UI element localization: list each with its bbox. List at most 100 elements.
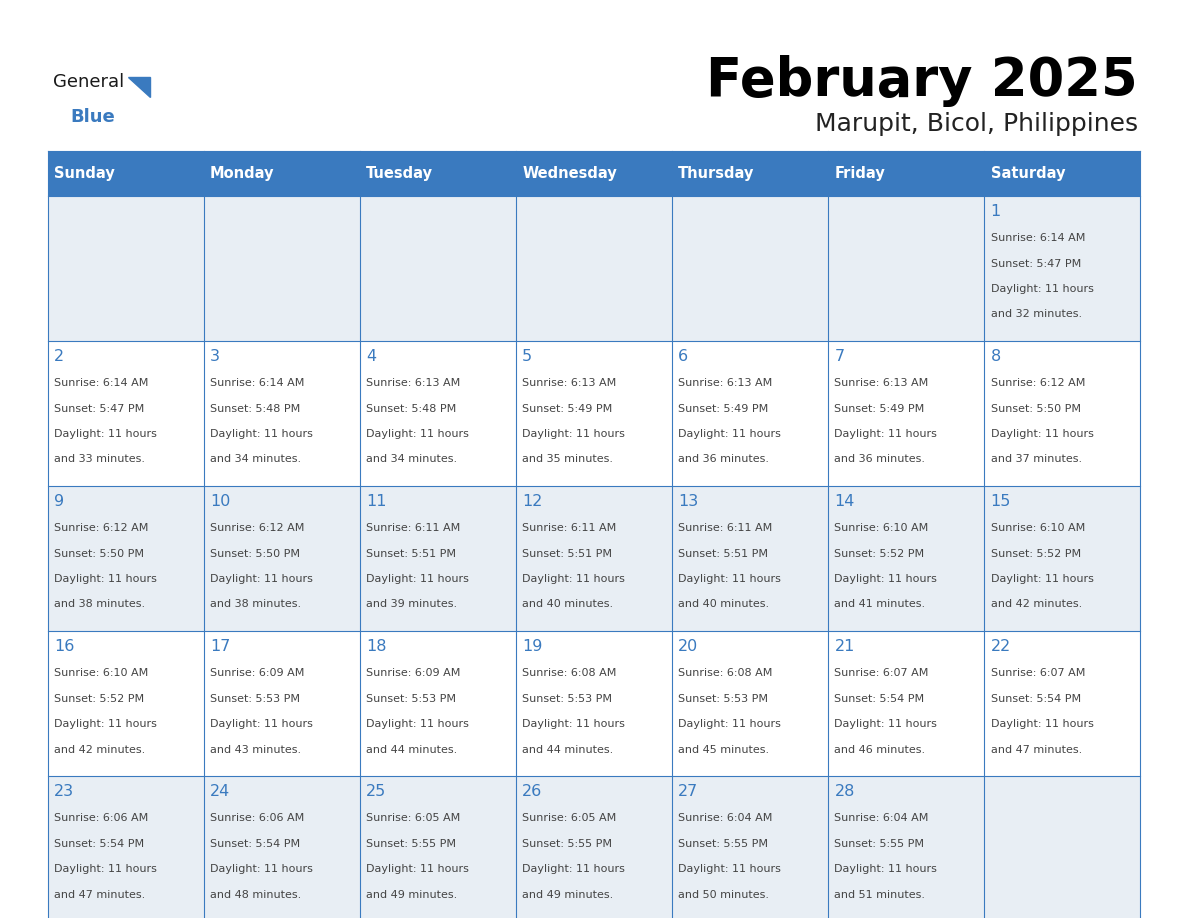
Text: Monday: Monday — [210, 166, 274, 181]
Text: and 46 minutes.: and 46 minutes. — [834, 744, 925, 755]
Text: 1: 1 — [991, 204, 1000, 219]
Bar — [672, 341, 828, 486]
Text: Daylight: 11 hours: Daylight: 11 hours — [366, 864, 469, 874]
Text: and 41 minutes.: and 41 minutes. — [834, 599, 925, 610]
Text: Sunset: 5:49 PM: Sunset: 5:49 PM — [834, 404, 924, 414]
Text: Marupit, Bicol, Philippines: Marupit, Bicol, Philippines — [815, 112, 1138, 136]
Text: Sunrise: 6:05 AM: Sunrise: 6:05 AM — [366, 813, 460, 823]
Bar — [360, 631, 516, 776]
Text: Daylight: 11 hours: Daylight: 11 hours — [678, 864, 782, 874]
Text: and 42 minutes.: and 42 minutes. — [53, 744, 145, 755]
Text: 9: 9 — [53, 494, 64, 509]
Text: 17: 17 — [210, 639, 230, 655]
Bar — [48, 341, 203, 486]
Text: Sunset: 5:51 PM: Sunset: 5:51 PM — [366, 549, 456, 559]
Text: Sunset: 5:55 PM: Sunset: 5:55 PM — [366, 839, 456, 849]
Text: Sunset: 5:51 PM: Sunset: 5:51 PM — [678, 549, 769, 559]
Text: Sunset: 5:55 PM: Sunset: 5:55 PM — [678, 839, 769, 849]
Text: Daylight: 11 hours: Daylight: 11 hours — [834, 574, 937, 584]
Text: Sunrise: 6:12 AM: Sunrise: 6:12 AM — [991, 378, 1085, 388]
Bar — [360, 776, 516, 918]
Text: 19: 19 — [523, 639, 543, 655]
Bar — [516, 486, 672, 631]
Text: Sunset: 5:55 PM: Sunset: 5:55 PM — [834, 839, 924, 849]
Bar — [360, 196, 516, 341]
Text: Sunset: 5:47 PM: Sunset: 5:47 PM — [53, 404, 144, 414]
Bar — [203, 341, 360, 486]
Text: Daylight: 11 hours: Daylight: 11 hours — [210, 719, 312, 729]
Bar — [985, 776, 1140, 918]
Text: Daylight: 11 hours: Daylight: 11 hours — [53, 864, 157, 874]
Text: Daylight: 11 hours: Daylight: 11 hours — [523, 864, 625, 874]
Text: Tuesday: Tuesday — [366, 166, 434, 181]
Bar — [203, 486, 360, 631]
Text: and 49 minutes.: and 49 minutes. — [366, 890, 457, 900]
Text: Sunset: 5:54 PM: Sunset: 5:54 PM — [53, 839, 144, 849]
Text: Sunrise: 6:14 AM: Sunrise: 6:14 AM — [991, 233, 1085, 243]
Text: 8: 8 — [991, 349, 1000, 364]
Text: Sunrise: 6:04 AM: Sunrise: 6:04 AM — [834, 813, 929, 823]
Text: and 38 minutes.: and 38 minutes. — [210, 599, 301, 610]
Bar — [672, 776, 828, 918]
Text: Sunrise: 6:11 AM: Sunrise: 6:11 AM — [523, 523, 617, 533]
Bar — [48, 151, 203, 196]
Text: Sunrise: 6:09 AM: Sunrise: 6:09 AM — [366, 668, 461, 678]
Text: Daylight: 11 hours: Daylight: 11 hours — [678, 429, 782, 439]
Text: 7: 7 — [834, 349, 845, 364]
Text: and 34 minutes.: and 34 minutes. — [366, 454, 457, 465]
Text: 23: 23 — [53, 784, 74, 800]
Bar — [672, 151, 828, 196]
Bar — [516, 151, 672, 196]
Bar — [203, 151, 360, 196]
Text: Sunrise: 6:08 AM: Sunrise: 6:08 AM — [678, 668, 772, 678]
Text: Sunset: 5:53 PM: Sunset: 5:53 PM — [210, 694, 299, 704]
Text: Sunset: 5:51 PM: Sunset: 5:51 PM — [523, 549, 612, 559]
Text: Friday: Friday — [834, 166, 885, 181]
Text: 21: 21 — [834, 639, 855, 655]
Text: and 44 minutes.: and 44 minutes. — [523, 744, 613, 755]
Text: 5: 5 — [523, 349, 532, 364]
Text: and 40 minutes.: and 40 minutes. — [678, 599, 770, 610]
Text: Sunset: 5:47 PM: Sunset: 5:47 PM — [991, 259, 1081, 269]
Text: and 47 minutes.: and 47 minutes. — [991, 744, 1082, 755]
Bar — [985, 196, 1140, 341]
Text: 4: 4 — [366, 349, 377, 364]
Text: and 42 minutes.: and 42 minutes. — [991, 599, 1082, 610]
Text: and 34 minutes.: and 34 minutes. — [210, 454, 301, 465]
Text: Daylight: 11 hours: Daylight: 11 hours — [53, 429, 157, 439]
Text: 12: 12 — [523, 494, 543, 509]
Text: Sunset: 5:55 PM: Sunset: 5:55 PM — [523, 839, 612, 849]
Text: Sunrise: 6:06 AM: Sunrise: 6:06 AM — [210, 813, 304, 823]
Text: and 38 minutes.: and 38 minutes. — [53, 599, 145, 610]
Bar — [516, 341, 672, 486]
Text: Sunrise: 6:10 AM: Sunrise: 6:10 AM — [834, 523, 929, 533]
Text: Daylight: 11 hours: Daylight: 11 hours — [523, 719, 625, 729]
Text: and 44 minutes.: and 44 minutes. — [366, 744, 457, 755]
Text: Sunday: Sunday — [53, 166, 114, 181]
Text: Sunrise: 6:12 AM: Sunrise: 6:12 AM — [53, 523, 148, 533]
Text: Sunset: 5:54 PM: Sunset: 5:54 PM — [991, 694, 1081, 704]
Text: Daylight: 11 hours: Daylight: 11 hours — [53, 719, 157, 729]
Text: and 50 minutes.: and 50 minutes. — [678, 890, 770, 900]
Text: 13: 13 — [678, 494, 699, 509]
Polygon shape — [128, 77, 150, 97]
Text: and 35 minutes.: and 35 minutes. — [523, 454, 613, 465]
Text: Sunrise: 6:09 AM: Sunrise: 6:09 AM — [210, 668, 304, 678]
Text: Sunset: 5:54 PM: Sunset: 5:54 PM — [834, 694, 924, 704]
Text: 15: 15 — [991, 494, 1011, 509]
Text: 18: 18 — [366, 639, 386, 655]
Text: and 45 minutes.: and 45 minutes. — [678, 744, 770, 755]
Text: Sunset: 5:49 PM: Sunset: 5:49 PM — [523, 404, 613, 414]
Text: 22: 22 — [991, 639, 1011, 655]
Bar — [828, 196, 985, 341]
Text: Daylight: 11 hours: Daylight: 11 hours — [834, 864, 937, 874]
Bar — [48, 776, 203, 918]
Text: Sunrise: 6:07 AM: Sunrise: 6:07 AM — [834, 668, 929, 678]
Text: Sunset: 5:52 PM: Sunset: 5:52 PM — [991, 549, 1081, 559]
Text: Blue: Blue — [70, 108, 115, 127]
Text: Sunset: 5:50 PM: Sunset: 5:50 PM — [991, 404, 1081, 414]
Text: Daylight: 11 hours: Daylight: 11 hours — [523, 429, 625, 439]
Text: Sunrise: 6:13 AM: Sunrise: 6:13 AM — [523, 378, 617, 388]
Text: and 33 minutes.: and 33 minutes. — [53, 454, 145, 465]
Text: General: General — [53, 73, 125, 92]
